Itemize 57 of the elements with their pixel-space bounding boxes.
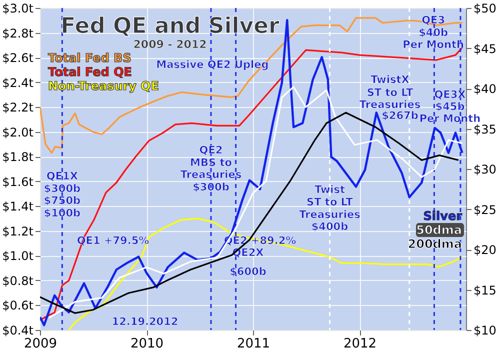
- annotation: $300b: [44, 182, 82, 195]
- series-label: Silver: [423, 209, 462, 223]
- annotation: $400b: [311, 221, 349, 234]
- annotation: $267b: [382, 110, 419, 122]
- y-tick-label: $2.6t: [2, 51, 34, 66]
- y2-tick-label: $25: [474, 202, 496, 217]
- annotation: TwistX: [370, 74, 410, 86]
- y-tick-label: $2.4t: [2, 76, 34, 90]
- annotation: $600b: [230, 266, 267, 278]
- y2-tick-label: $20: [474, 243, 496, 257]
- y-tick-label: $3.0t: [2, 2, 34, 16]
- annotation: $45b: [435, 101, 466, 113]
- y-tick-label: $1.4t: [2, 200, 34, 214]
- text: Total Fed QE: [48, 65, 132, 79]
- y2-tick-label: $15: [474, 283, 496, 298]
- y-tick-label: $1.6t: [2, 174, 34, 189]
- annotation: ST to LT: [366, 87, 414, 99]
- x-tick-label: 2012: [343, 336, 377, 350]
- annotation: ST to LT: [306, 196, 354, 208]
- y-tick-label: $2.2t: [2, 100, 34, 115]
- annotation: Treasuries: [359, 99, 421, 111]
- y2-tick-label: $50: [474, 2, 496, 16]
- text: Non-Treasury QE: [48, 79, 160, 93]
- text: Total Fed BS: [48, 51, 132, 65]
- annotation: MBS to: [190, 156, 232, 169]
- annotation: Twist: [314, 184, 346, 196]
- annotation: Per Month: [402, 39, 464, 52]
- y-tick-label: $0.6t: [2, 298, 34, 313]
- y-tick-label: $0.8t: [2, 274, 34, 288]
- y-tick-label: $2.0t: [2, 125, 34, 140]
- y-tick-label: $1.2t: [2, 224, 34, 238]
- x-tick-label: 2010: [130, 336, 164, 350]
- y2-tick-label: $10: [474, 324, 496, 338]
- y2-tick-label: $45: [474, 42, 496, 56]
- y2-tick-label: $40: [474, 82, 496, 96]
- y-tick-label: $1.0t: [2, 249, 34, 264]
- annotation: Treasuries: [180, 169, 242, 182]
- y-tick-label: $1.8t: [2, 150, 34, 164]
- annotation: $300b: [192, 182, 230, 194]
- y-tick-label: $0.4t: [2, 324, 34, 338]
- annotation: QE1X: [46, 170, 78, 182]
- annotation: QE2: [199, 144, 223, 156]
- y-tick-label: $2.8t: [2, 26, 34, 40]
- annotation: Treasuries: [299, 208, 360, 221]
- annotation: $750b: [44, 195, 82, 208]
- annotation: QE3X: [434, 89, 466, 101]
- annotation: 12.19.2012: [112, 316, 178, 328]
- text: 2009 - 2012: [133, 38, 207, 51]
- chart-title: Fed QE and Silver: [60, 14, 280, 39]
- x-tick-label: 2011: [236, 336, 270, 350]
- x-tick-label: 2009: [24, 336, 58, 350]
- y2-tick-label: $35: [474, 122, 496, 136]
- text: 200dma: [408, 237, 462, 251]
- annotation: QE3: [422, 14, 446, 26]
- y2-tick-label: $30: [474, 162, 496, 176]
- annotation: $40b: [418, 26, 449, 39]
- annotation: $100b: [44, 208, 82, 220]
